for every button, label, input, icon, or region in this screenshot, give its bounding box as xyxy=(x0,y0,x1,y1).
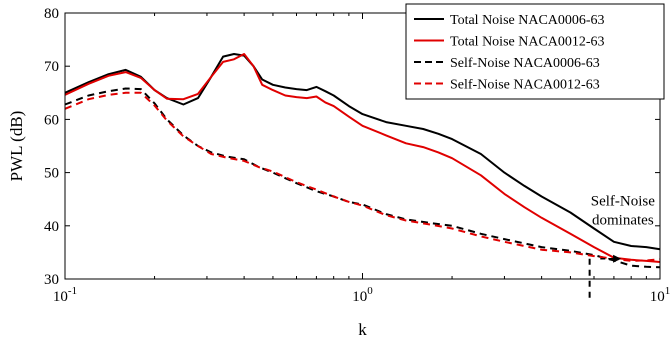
legend: Total Noise NACA0006-63 Total Noise NACA0… xyxy=(405,3,665,100)
annotation-layer: Self-Noise dominates xyxy=(588,194,655,301)
x-tick-exponent: -1 xyxy=(68,285,77,297)
y-tick-label: 70 xyxy=(44,59,59,75)
series-layer xyxy=(64,53,661,269)
annotation-text: dominates xyxy=(592,213,654,229)
x-tick-exponent: 1 xyxy=(665,285,670,297)
y-axis-label: PWL (dB) xyxy=(7,111,26,182)
legend-label: Total Noise NACA0012-63 xyxy=(450,35,605,50)
legend-label: Self-Noise NACA0006-63 xyxy=(450,56,600,71)
x-axis-label: k xyxy=(358,320,367,339)
x-tick-label: 10-1 xyxy=(53,285,77,305)
y-tick-label: 30 xyxy=(44,272,59,288)
legend-label: Total Noise NACA0006-63 xyxy=(450,13,605,28)
y-tick-label: 40 xyxy=(44,219,59,235)
y-tick-label: 50 xyxy=(44,166,59,182)
series-line-2 xyxy=(64,53,661,263)
x-tick-base: 10 xyxy=(53,289,68,305)
x-tick-label: 100 xyxy=(352,285,373,305)
legend-box xyxy=(405,3,665,100)
series-line-1 xyxy=(64,53,661,251)
annotation-text: Self-Noise xyxy=(591,194,655,210)
x-tick-label: 101 xyxy=(650,285,670,305)
y-tick-label: 80 xyxy=(44,6,59,22)
x-tick-base: 10 xyxy=(352,289,367,305)
x-tick-exponent: 0 xyxy=(367,285,373,297)
series-line-3 xyxy=(64,87,661,269)
y-tick-label: 60 xyxy=(44,112,59,128)
series-line-4 xyxy=(64,91,661,262)
dominance-arrow-head xyxy=(613,254,622,263)
legend-label: Self-Noise NACA0012-63 xyxy=(450,78,600,93)
x-tick-base: 10 xyxy=(650,289,665,305)
